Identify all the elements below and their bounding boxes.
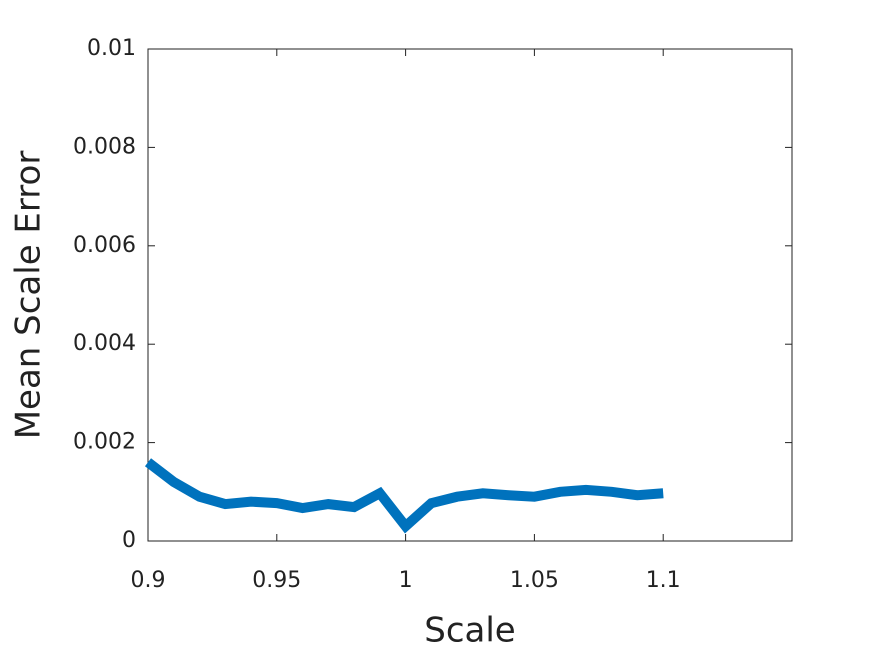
data-line [144,458,664,534]
x-tick-label: 1 [399,568,413,593]
y-tick-label: 0 [122,528,136,553]
y-tick-label: 0.01 [87,36,136,61]
y-tick-label: 0.004 [73,331,136,356]
x-tick-label: 0.95 [252,568,301,593]
y-tick-label: 0.008 [73,134,136,159]
x-tick-label: 1.05 [510,568,559,593]
plot-frame [147,48,793,542]
y-axis-label: Mean Scale Error [9,151,49,440]
x-axis-label: Scale [424,611,515,651]
x-tick-label: 1.1 [646,568,681,593]
y-tick-label: 0.002 [73,430,136,455]
x-tick-label: 0.9 [131,568,166,593]
y-tick-label: 0.006 [73,233,136,258]
